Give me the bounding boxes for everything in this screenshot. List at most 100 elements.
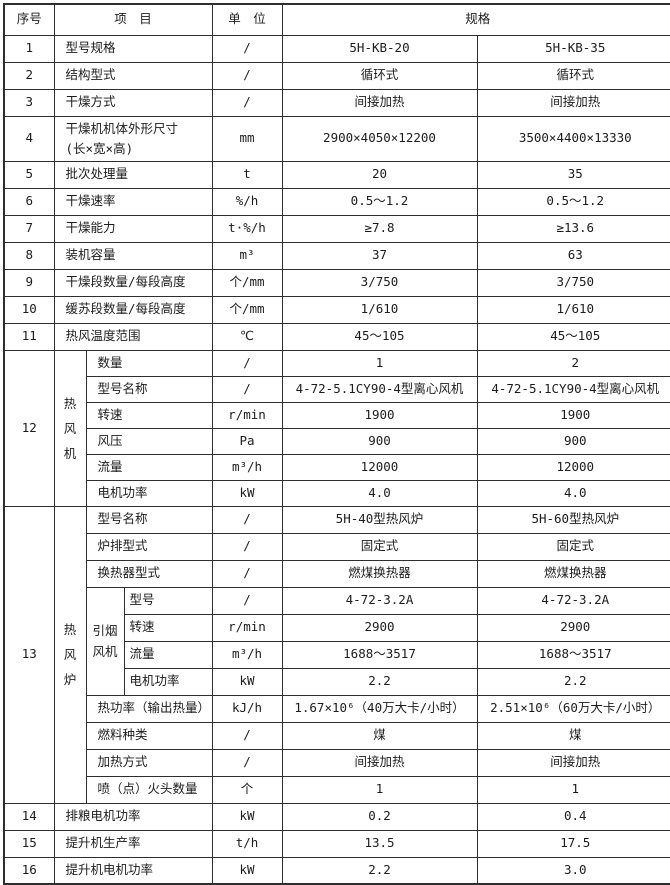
cell-spec1: 2900 (281, 613, 478, 642)
cell-spec2: 2900 (476, 613, 670, 642)
cell-spec1: 煤 (281, 721, 478, 750)
cell-group-label: 热风机 (53, 349, 87, 507)
cell-item: 提升机生产率 (53, 829, 213, 858)
cell-item-line2: (长×宽×高) (65, 140, 134, 156)
cell-unit: 个 (211, 775, 283, 804)
cell-unit: / (211, 505, 283, 534)
cell-unit: / (211, 721, 283, 750)
cell-subgroup-label: 引烟风机 (85, 586, 125, 696)
cell-no: 7 (3, 214, 55, 243)
cell-no: 12 (3, 349, 55, 507)
cell-unit: 个/mm (211, 268, 283, 297)
cell-item: 数量 (85, 349, 213, 377)
cell-no: 6 (3, 187, 55, 216)
table-row: 风压 Pa 900 900 (4, 427, 670, 455)
cell-no: 2 (3, 61, 55, 90)
cell-spec2: 间接加热 (476, 88, 670, 117)
cell-unit: / (211, 748, 283, 777)
table-header-row: 序号 项 目 单 位 规格 (3, 3, 670, 36)
column-header-item: 项 目 (53, 3, 213, 36)
cell-unit: / (211, 34, 283, 63)
cell-spec2: 0.4 (476, 802, 670, 831)
subgroup-label-text: 引烟风机 (92, 622, 118, 659)
cell-spec2: 燃煤换热器 (476, 559, 670, 588)
group-label-text: 热风炉 (63, 622, 77, 687)
cell-unit: kJ/h (211, 694, 283, 723)
cell-unit: t (211, 160, 283, 189)
table-row: 11 热风温度范围 ℃ 45～105 45～105 (3, 322, 670, 351)
cell-unit: %/h (211, 187, 283, 216)
cell-spec2: 35 (476, 160, 670, 189)
cell-spec2: 煤 (476, 721, 670, 750)
cell-item: 电机功率 (123, 667, 213, 696)
cell-spec1: 1688～3517 (281, 640, 478, 669)
cell-unit: r/min (211, 613, 283, 642)
table-row: 15 提升机生产率 t/h 13.5 17.5 (3, 829, 670, 858)
cell-unit: m³ (211, 241, 283, 270)
cell-item: 型号 (123, 586, 213, 615)
cell-spec2: 3500×4400×13330 (476, 115, 670, 162)
table-row: 12 热风机 数量 / 1 2 (3, 349, 670, 507)
cell-unit: mm (211, 115, 283, 162)
cell-spec2: 2 (476, 349, 670, 377)
cell-item: 热风温度范围 (53, 322, 213, 351)
cell-spec1: 37 (281, 241, 478, 270)
cell-unit: Pa (211, 427, 283, 455)
cell-item-line1: 干燥机机体外形尺寸 (65, 121, 179, 137)
cell-unit: ℃ (211, 322, 283, 351)
cell-no: 10 (3, 295, 55, 324)
cell-spec1: 4-72-3.2A (281, 586, 478, 615)
table-row: 9 干燥段数量/每段高度 个/mm 3/750 3/750 (3, 268, 670, 297)
cell-group-label: 热风炉 (53, 505, 87, 804)
cell-item: 流量 (85, 453, 213, 481)
cell-item: 缓苏段数量/每段高度 (53, 295, 213, 324)
table-row: 燃料种类 / 煤 煤 (4, 721, 670, 750)
cell-spec2: 3/750 (476, 268, 670, 297)
cell-item: 加热方式 (85, 748, 213, 777)
column-header-no: 序号 (3, 3, 55, 36)
cell-item: 转速 (123, 613, 213, 642)
table-row: 电机功率 kW 4.0 4.0 (4, 479, 670, 507)
cell-item: 热功率（输出热量） (85, 694, 213, 723)
spec-table: 序号 项 目 单 位 规格 1 型号规格 / 5H-KB-20 5H-KB-35… (3, 3, 670, 885)
cell-no: 11 (3, 322, 55, 351)
table-row: 1 型号规格 / 5H-KB-20 5H-KB-35 (3, 34, 670, 63)
cell-spec1: 20 (281, 160, 478, 189)
cell-no: 8 (3, 241, 55, 270)
table-row: 5 批次处理量 t 20 35 (3, 160, 670, 189)
cell-spec2: ≥13.6 (476, 214, 670, 243)
cell-unit: kW (211, 667, 283, 696)
cell-spec2: 1900 (476, 401, 670, 429)
cell-no: 5 (3, 160, 55, 189)
cell-spec2: 17.5 (476, 829, 670, 858)
cell-item: 结构型式 (53, 61, 213, 90)
cell-item: 炉排型式 (85, 532, 213, 561)
cell-spec1: 1 (281, 349, 478, 377)
table-row: 6 干燥速率 %/h 0.5～1.2 0.5～1.2 (3, 187, 670, 216)
cell-unit: / (211, 88, 283, 117)
cell-spec2: 4-72-3.2A (476, 586, 670, 615)
table-row: 转速 r/min 1900 1900 (4, 401, 670, 429)
cell-unit: t/h (211, 829, 283, 858)
cell-spec2: 4-72-5.1CY90-4型离心风机 (476, 375, 670, 403)
cell-spec1: 3/750 (281, 268, 478, 297)
cell-item: 喷（点）火头数量 (85, 775, 213, 804)
cell-spec2: 间接加热 (476, 748, 670, 777)
cell-item: 干燥段数量/每段高度 (53, 268, 213, 297)
cell-spec2: 12000 (476, 453, 670, 481)
cell-item: 型号名称 (85, 375, 213, 403)
cell-unit: / (211, 586, 283, 615)
table-row: 热功率（输出热量） kJ/h 1.67×10⁶（40万大卡/小时） 2.51×1… (4, 694, 670, 723)
cell-spec1: 0.5～1.2 (281, 187, 478, 216)
cell-spec1: 2.2 (281, 667, 478, 696)
cell-spec2: 5H-60型热风炉 (476, 505, 670, 534)
cell-spec1: 2900×4050×12200 (281, 115, 478, 162)
cell-spec2: 2.51×10⁶（60万大卡/小时） (476, 694, 670, 723)
cell-item: 转速 (85, 401, 213, 429)
table-row: 4 干燥机机体外形尺寸 (长×宽×高) mm 2900×4050×12200 3… (3, 115, 670, 162)
cell-unit: t·%/h (211, 214, 283, 243)
table-row: 8 装机容量 m³ 37 63 (3, 241, 670, 270)
cell-item: 型号名称 (85, 505, 213, 534)
table-row: 3 干燥方式 / 间接加热 间接加热 (3, 88, 670, 117)
cell-item: 干燥速率 (53, 187, 213, 216)
